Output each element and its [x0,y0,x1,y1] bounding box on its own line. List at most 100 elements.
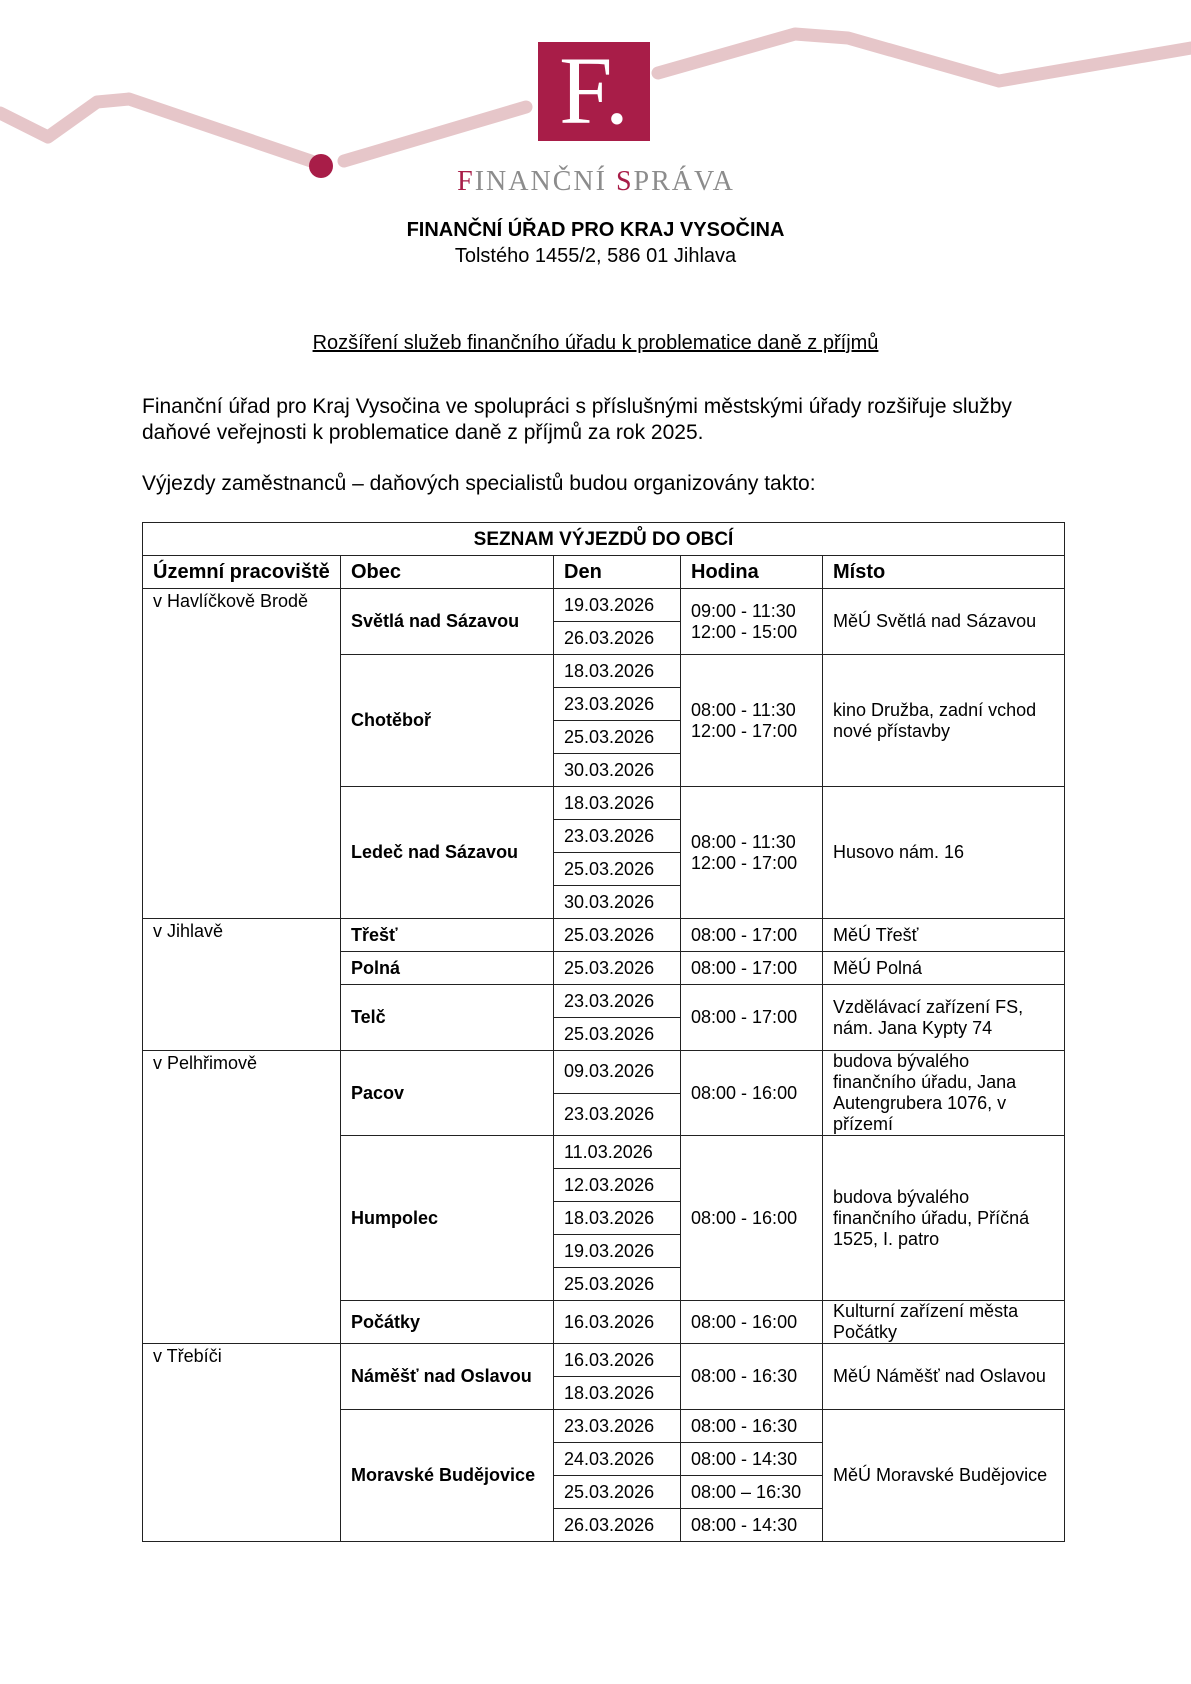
hours-cell: 08:00 - 16:00 [680,1050,823,1136]
hours-cell: 08:00 - 16:00 [680,1300,823,1344]
region-cell: v Pelhřimově [142,1050,341,1344]
hours-cell: 08:00 - 17:00 [680,984,823,1051]
town-cell: Počátky [340,1300,554,1344]
date-cell: 25.03.2026 [553,1017,681,1051]
schedule-intro: Výjezdy zaměstnanců – daňových specialis… [142,472,816,495]
place-cell: Vzdělávací zařízení FS, nám. Jana Kypty … [822,984,1065,1051]
region-cell: v Havlíčkově Brodě [142,588,341,919]
place-cell: budova bývalého finančního úřadu, Příčná… [822,1135,1065,1301]
table-row: 12.03.2026 [143,1168,1065,1202]
intro-paragraph: Finanční úřad pro Kraj Vysočina ve spolu… [142,395,1012,444]
hours-cell: 08:00 - 11:30 12:00 - 17:00 [680,654,823,787]
table-row: 26.03.2026 08:00 - 14:30 [143,1508,1065,1542]
table-row: 25.03.2026 [143,1267,1065,1301]
town-cell: Telč [340,984,554,1051]
date-cell: 18.03.2026 [553,1376,681,1410]
header-place: Místo [822,555,1065,589]
office-address: Tolstého 1455/2, 586 01 Jihlava [454,245,737,267]
table-row: 23.03.2026 [143,1092,1065,1136]
table-row: Ledeč nad Sázavou 18.03.2026 08:00 - 11:30… [143,786,1065,919]
table-row: Polná 25.03.2026 08:00 - 17:00 MěÚ Polná [143,951,1065,985]
place-cell: MěÚ Světlá nad Sázavou [822,588,1065,655]
town-cell: Humpolec [340,1135,554,1301]
place-cell: budova bývalého finančního úřadu, Jana A… [822,1050,1065,1136]
date-cell: 09.03.2026 [553,1050,681,1094]
hours-cell: 08:00 - 17:00 [680,918,823,952]
town-cell: Třešť [340,918,554,952]
date-cell: 16.03.2026 [553,1343,681,1377]
place-cell: MěÚ Moravské Budějovice [822,1409,1065,1542]
town-cell: Pacov [340,1050,554,1136]
header-town: Obec [340,555,554,589]
wave-segment [0,92,318,168]
table-caption: SEZNAM VÝJEZDŮ DO OBCÍ [142,522,1065,556]
table-row: 23.03.2026 [143,819,1065,853]
brand-part: INANČNÍ [474,166,616,197]
date-cell: 18.03.2026 [553,786,681,820]
hours-cell: 08:00 - 16:30 [680,1343,823,1410]
place-cell: Kulturní zařízení města Počátky [822,1300,1065,1344]
wave-segment [337,100,533,168]
logo-mark: F. [538,37,650,144]
date-cell: 25.03.2026 [553,1475,681,1509]
hours-cell: 08:00 – 16:30 [680,1475,823,1509]
date-cell: 25.03.2026 [553,1267,681,1301]
date-cell: 23.03.2026 [553,687,681,721]
office-name: FINANČNÍ ÚŘAD PRO KRAJ VYSOČINA [406,219,785,241]
date-cell: 25.03.2026 [553,918,681,952]
wave-segment [651,27,1191,88]
date-cell: 23.03.2026 [553,1092,681,1136]
logo-letter: F. [559,37,629,144]
date-cell: 25.03.2026 [553,951,681,985]
date-cell: 18.03.2026 [553,654,681,688]
table-row: Chotěboř 18.03.2026 08:00 - 11:30 12:00 - … [143,654,1065,787]
date-cell: 23.03.2026 [553,1409,681,1443]
table-row: v Jihlavě Třešť 25.03.2026 08:00 - 17:00 MěÚ… [142,918,1065,1051]
table-row: 24.03.2026 08:00 - 14:30 [143,1442,1065,1476]
hours-cell: 08:00 - 16:00 [680,1135,823,1301]
date-cell: 24.03.2026 [553,1442,681,1476]
header-date: Den [553,555,681,589]
date-cell: 26.03.2026 [553,621,681,655]
header-region: Územní pracoviště [142,555,341,589]
table-row: Počátky 16.03.2026 08:00 - 16:00 Kulturní z… [143,1300,1065,1344]
brand-name: FINANČNÍ SPRÁVA [396,166,796,198]
table-row: Moravské Budějovice 23.03.2026 08:00 - 16:… [143,1409,1065,1542]
table-row: 18.03.2026 [143,1201,1065,1235]
date-cell: 30.03.2026 [553,885,681,919]
header-hours: Hodina [680,555,823,589]
table-row: v Havlíčkově Brodě Světlá nad Sázavou 19.0… [142,588,1065,919]
date-cell: 19.03.2026 [553,588,681,622]
region-cell: v Třebíči [142,1343,341,1542]
logo-dot [309,154,333,178]
date-cell: 16.03.2026 [553,1300,681,1344]
header-wave-decoration [0,27,1191,178]
date-cell: 25.03.2026 [553,852,681,886]
town-cell: Ledeč nad Sázavou [340,786,554,919]
date-cell: 19.03.2026 [553,1234,681,1268]
date-cell: 12.03.2026 [553,1168,681,1202]
table-row: v Třebíči Náměšť nad Oslavou 16.03.2026 08:… [142,1343,1065,1542]
town-cell: Náměšť nad Oslavou [340,1343,554,1410]
table-row: 25.03.2026 [143,852,1065,886]
table-row: v Pelhřimově Pacov 09.03.2026 08:00 - 16:00… [142,1050,1065,1344]
date-cell: 18.03.2026 [553,1201,681,1235]
hours-cell: 08:00 - 11:30 12:00 - 17:00 [680,786,823,919]
hours-cell: 08:00 - 17:00 [680,951,823,985]
date-cell: 26.03.2026 [553,1508,681,1542]
brand-part: PRÁVA [633,166,735,197]
brand-letter: S [615,166,634,197]
place-cell: kino Družba, zadní vchod nové přístavby [822,654,1065,787]
place-cell: MěÚ Třešť [822,918,1065,952]
date-cell: 23.03.2026 [553,984,681,1018]
place-cell: MěÚ Náměšť nad Oslavou [822,1343,1065,1410]
date-cell: 23.03.2026 [553,819,681,853]
date-cell: 25.03.2026 [553,720,681,754]
document-title: Rozšíření služeb finančního úřadu k prob… [312,332,879,354]
hours-cell: 08:00 - 14:30 [680,1442,823,1476]
date-cell: 30.03.2026 [553,753,681,787]
town-cell: Moravské Budějovice [340,1409,554,1542]
town-cell: Chotěboř [340,654,554,787]
hours-cell: 08:00 - 14:30 [680,1508,823,1542]
schedule-table: SEZNAM VÝJEZDŮ DO OBCÍ Územní pracoviště… [142,522,1065,1542]
